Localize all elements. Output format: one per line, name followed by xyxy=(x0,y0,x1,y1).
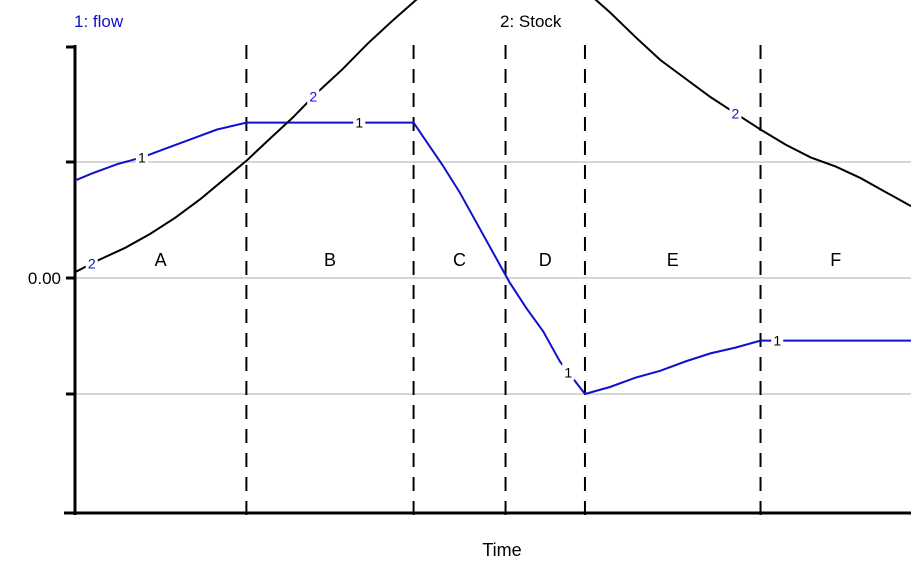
region-label-e: E xyxy=(667,250,679,270)
series-marker-stock: 2 xyxy=(732,105,740,121)
series-marker-stock: 2 xyxy=(88,256,96,272)
series-marker-flow: 1 xyxy=(773,333,781,349)
region-label-a: A xyxy=(155,250,167,270)
series-markers: 11112222 xyxy=(85,87,784,381)
series-marker-flow: 1 xyxy=(138,149,146,165)
series-marker-bg xyxy=(562,363,575,381)
axes: 0.00 xyxy=(28,45,911,515)
legend-flow: 1: flow xyxy=(74,12,124,31)
series-marker-bg xyxy=(307,87,320,105)
legend-stock: 2: Stock xyxy=(500,12,562,31)
region-boundaries: A B C D E F xyxy=(155,45,841,515)
series-marker-bg xyxy=(771,331,784,349)
series-marker-flow: 1 xyxy=(355,115,363,131)
series-line-flow xyxy=(74,121,911,396)
labels: 1: flow 2: Stock Time xyxy=(74,12,562,560)
series-line-stock xyxy=(74,0,911,274)
region-label-f: F xyxy=(830,250,841,270)
y-tick-label: 0.00 xyxy=(28,269,61,288)
series-lines xyxy=(74,0,911,396)
x-axis-title: Time xyxy=(482,540,521,560)
series-marker-stock: 2 xyxy=(309,89,317,105)
region-label-d: D xyxy=(539,250,552,270)
series-marker-bg xyxy=(85,254,98,272)
region-label-b: B xyxy=(324,250,336,270)
grid-lines xyxy=(75,161,911,395)
series-marker-bg xyxy=(729,104,742,122)
series-marker-bg xyxy=(135,148,148,166)
series-marker-flow: 1 xyxy=(564,364,572,380)
series-marker-bg xyxy=(353,113,366,131)
region-label-c: C xyxy=(453,250,466,270)
